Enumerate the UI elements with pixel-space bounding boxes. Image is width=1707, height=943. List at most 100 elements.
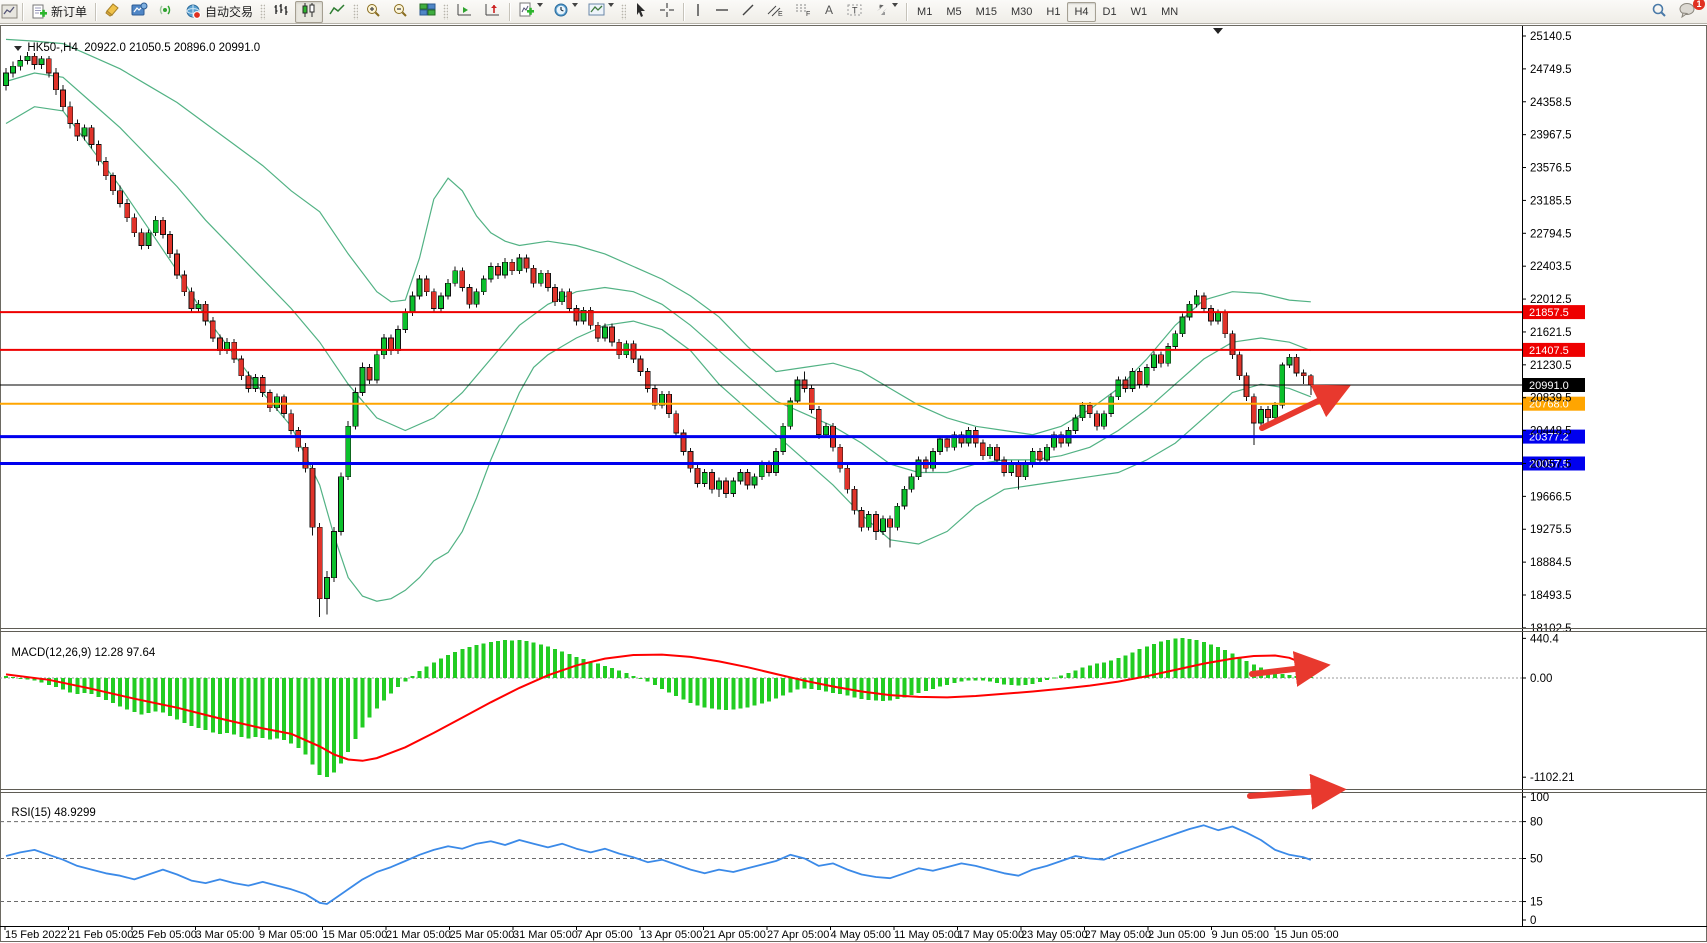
bear-candle <box>430 291 437 309</box>
rsi-tick-label: 50 <box>1530 854 1543 866</box>
price-axis: 25140.5 24749.5 24358.5 23967.5 23576.5 23185… <box>1522 26 1572 926</box>
macd-trend-arrow[interactable] <box>1249 651 1331 687</box>
autotrade-globe-icon <box>185 4 202 20</box>
alerts-icon[interactable]: 1 <box>1673 0 1705 23</box>
bear-candle <box>1086 404 1093 415</box>
macd-histogram-bar <box>959 678 964 682</box>
tab-timeframe-m5[interactable]: M5 <box>946 5 962 18</box>
search-icon[interactable] <box>1646 1 1673 23</box>
bear-candle <box>281 396 288 414</box>
bull-candle <box>445 282 452 297</box>
main-trend-arrow[interactable] <box>1259 384 1351 431</box>
vertical-line-icon[interactable] <box>687 1 709 23</box>
macd-histogram-bar <box>852 678 857 698</box>
macd-histogram-bar <box>4 676 8 678</box>
trendline-icon[interactable] <box>735 1 761 23</box>
macd-histogram-bar <box>488 642 493 678</box>
time-axis-label: 13 Apr 05:00 <box>640 929 702 941</box>
zoom-out-icon[interactable] <box>387 1 414 23</box>
macd-histogram-bar <box>674 678 679 696</box>
tab-timeframe-d1[interactable]: D1 <box>1102 5 1117 18</box>
macd-histogram-bar <box>902 678 907 698</box>
macd-histogram-bar <box>916 678 921 693</box>
new-order-button[interactable]: 新订单 <box>26 1 92 23</box>
channel-icon[interactable]: E <box>761 1 789 23</box>
tab-timeframe-m1[interactable]: M1 <box>917 5 933 18</box>
shapes-icon[interactable] <box>869 1 903 23</box>
candlestick-series <box>3 52 1314 617</box>
text-icon[interactable]: A <box>817 1 841 23</box>
templates-icon[interactable] <box>583 1 619 23</box>
macd-histogram-bar <box>1030 678 1035 684</box>
macd-histogram-bar <box>510 640 515 678</box>
eraser-icon[interactable] <box>99 1 126 23</box>
signal-icon[interactable] <box>153 1 180 23</box>
autoscroll-icon[interactable] <box>450 1 478 23</box>
price-tick-label: 24749.5 <box>1530 64 1572 76</box>
tab-timeframe-m30[interactable]: M30 <box>1011 5 1033 18</box>
bull-candle <box>602 326 608 339</box>
fibonacci-icon[interactable]: F <box>789 1 817 23</box>
macd-histogram-bar <box>681 678 686 700</box>
price-badge <box>1523 456 1585 471</box>
macd-histogram-bar <box>1194 640 1199 678</box>
label-icon[interactable]: T <box>841 1 869 23</box>
macd-histogram-bar <box>360 678 365 728</box>
tab-timeframe-w1[interactable]: W1 <box>1130 5 1148 18</box>
zoom-in-icon[interactable] <box>360 1 387 23</box>
tile-windows-icon[interactable] <box>414 1 441 23</box>
macd-histogram-bar <box>574 656 579 678</box>
bear-candle <box>459 270 466 288</box>
bear-candle <box>102 160 109 177</box>
macd-histogram-bar <box>253 678 258 737</box>
profiles-icon[interactable] <box>126 1 153 23</box>
time-axis-label: 25 Feb 05:00 <box>132 929 197 941</box>
bull-candle <box>1129 371 1136 389</box>
macd-histogram-bar <box>396 678 401 687</box>
bull-candle <box>252 377 259 389</box>
bull-candle <box>480 278 487 293</box>
chart-canvas[interactable]: 21857.5 21407.5 20991.0 20768.0 20377.2 20057… <box>0 25 1707 943</box>
macd-histogram-bar <box>517 640 522 678</box>
svg-text:T: T <box>852 5 858 15</box>
bull-candle <box>373 354 380 381</box>
bear-candle <box>566 291 573 309</box>
macd-histogram-bar <box>39 678 44 683</box>
periods-clock-icon[interactable] <box>548 1 583 23</box>
bull-candle <box>195 303 202 309</box>
macd-histogram-bar <box>1209 644 1213 679</box>
price-tick-label: 22403.5 <box>1530 261 1572 273</box>
rsi-trend-arrow[interactable] <box>1247 773 1347 810</box>
autotrade-button[interactable]: 自动交易 <box>180 1 258 23</box>
candles-icon[interactable] <box>295 0 324 23</box>
cursor-icon[interactable] <box>628 1 654 23</box>
macd-histogram-bar <box>1066 673 1071 678</box>
bear-candle <box>1200 295 1207 309</box>
bars-icon[interactable] <box>267 1 295 23</box>
tab-timeframe-m15[interactable]: M15 <box>975 5 997 18</box>
tab-timeframe-h1[interactable]: H1 <box>1046 5 1061 18</box>
bull-candle <box>1143 366 1150 385</box>
tab-timeframe-mn[interactable]: MN <box>1161 5 1179 18</box>
horizontal-line-icon[interactable] <box>709 1 735 23</box>
macd-histogram-bar <box>667 678 672 693</box>
chart-window-icon[interactable] <box>1 4 19 20</box>
price-badge <box>1523 342 1585 357</box>
chart-shift-icon[interactable] <box>478 1 506 23</box>
bear-candle <box>680 432 687 452</box>
macd-histogram-bar <box>1201 642 1206 678</box>
line-chart-icon[interactable] <box>323 1 351 23</box>
macd-histogram-bar <box>374 678 379 709</box>
collapse-triangle-icon[interactable] <box>14 46 23 51</box>
indicators-icon[interactable] <box>513 1 548 23</box>
bull-candle <box>1079 404 1086 419</box>
price-badge-label: 20377.2 <box>1529 432 1569 444</box>
tab-timeframe-h4[interactable]: H4 <box>1067 1 1096 22</box>
macd-histogram-bar <box>1173 638 1178 678</box>
macd-histogram-bar <box>1273 672 1278 678</box>
macd-histogram-bar <box>1223 650 1228 678</box>
bear-candle <box>573 308 580 322</box>
macd-histogram-bar <box>909 678 914 696</box>
bull-candle <box>537 272 544 284</box>
crosshair-icon[interactable] <box>654 1 680 23</box>
